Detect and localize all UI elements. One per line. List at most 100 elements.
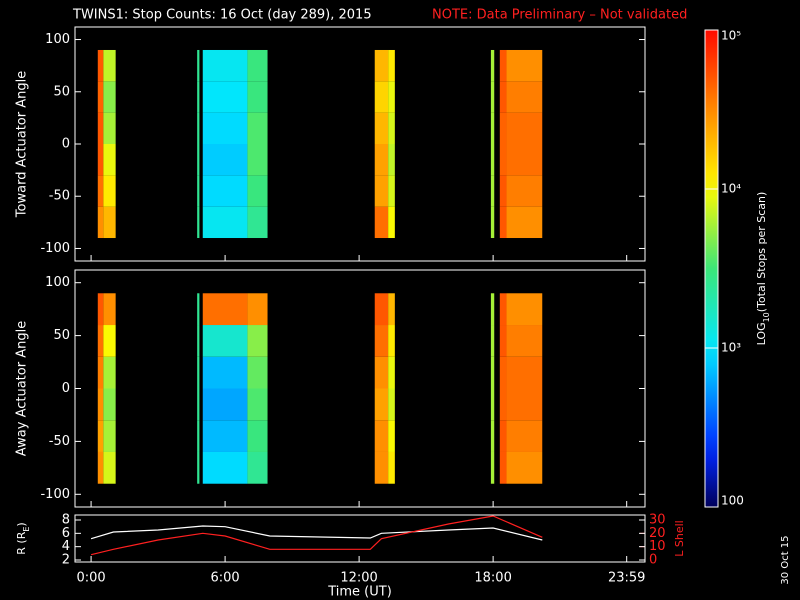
heat-cell <box>247 451 268 484</box>
heat-cell <box>247 112 268 144</box>
heat-cell <box>490 49 495 82</box>
panel-frame <box>74 26 646 262</box>
y-axis-label: Toward Actuator Angle <box>15 71 30 218</box>
heat-cell <box>499 49 507 82</box>
heat-cell <box>490 144 495 176</box>
heat-cell <box>103 81 116 113</box>
y-tick-label: -50 <box>49 434 70 449</box>
heat-cell <box>97 356 104 389</box>
heat-cell <box>197 206 200 239</box>
y-tick-label: 0 <box>62 137 70 152</box>
clip-group <box>90 515 543 556</box>
y-axis-label: Away Actuator Angle <box>15 321 30 456</box>
heat-cell <box>499 112 507 144</box>
heat-cell <box>103 144 116 176</box>
heat-cell <box>202 451 248 484</box>
y-tick-label: 0 <box>62 381 70 396</box>
line <box>90 515 543 556</box>
heat-cell <box>506 356 543 389</box>
y-tick-label: 4 <box>62 539 70 554</box>
heat-cell <box>388 144 395 176</box>
heat-cell <box>197 420 200 452</box>
heat-cell <box>202 144 248 176</box>
heat-cell <box>103 175 116 207</box>
heat-cell <box>506 388 543 421</box>
y-tick-label: 100 <box>45 32 70 47</box>
heat-cell <box>202 206 248 239</box>
heat-cell <box>490 175 495 207</box>
heat-cell <box>374 388 389 421</box>
heat-cell <box>506 175 543 207</box>
heat-cell <box>374 206 389 239</box>
heat-cell <box>97 293 104 326</box>
heat-cell <box>197 144 200 176</box>
heat-cell <box>374 293 389 326</box>
heat-cell <box>97 81 104 113</box>
y2-tick-label: 0 <box>649 553 657 568</box>
heat-cell <box>103 112 116 144</box>
heat-cell <box>97 144 104 176</box>
heat-cell <box>197 81 200 113</box>
heat-cell <box>247 325 268 357</box>
heat-cell <box>388 420 395 452</box>
colorbar <box>704 29 719 508</box>
heat-cell <box>103 293 116 326</box>
heat-cell <box>374 175 389 207</box>
heat-cell <box>247 49 268 82</box>
heat-cell <box>388 49 395 82</box>
colorbar-label-part: 10 <box>762 312 771 322</box>
heat-cell <box>103 388 116 421</box>
heat-cell <box>506 293 543 326</box>
heat-cell <box>388 388 395 421</box>
heat-cell <box>490 81 495 113</box>
y-tick-label: -100 <box>40 487 70 502</box>
y-tick-label: 50 <box>53 328 70 343</box>
heat-cell <box>388 81 395 113</box>
heat-cell <box>197 325 200 357</box>
y-tick-label: 100 <box>45 275 70 290</box>
heat-cell <box>499 81 507 113</box>
heat-cell <box>202 49 248 82</box>
y2-tick-label: 30 <box>649 513 666 528</box>
heat-cell <box>197 388 200 421</box>
colorbar-tick-label: 10⁴ <box>721 182 741 196</box>
heat-cell <box>103 49 116 82</box>
heat-cell <box>247 420 268 452</box>
heat-cell <box>374 451 389 484</box>
heat-cell <box>103 420 116 452</box>
date-stamp: 30 Oct 15 <box>780 535 791 584</box>
heat-cell <box>388 451 395 484</box>
heat-cell <box>103 451 116 484</box>
heat-cell <box>490 451 495 484</box>
heat-cell <box>197 451 200 484</box>
heat-cell <box>506 81 543 113</box>
heat-cell <box>97 420 104 452</box>
clip-group <box>90 525 543 541</box>
heat-cell <box>202 293 248 326</box>
y2-tick-label: 10 <box>649 539 666 554</box>
colorbar-label: LOG10(Total Stops per Scan) <box>755 192 771 346</box>
heat-cell <box>97 49 104 82</box>
heat-cell <box>197 175 200 207</box>
colorbar-tick-label: 10³ <box>721 341 741 355</box>
heat-cell <box>506 49 543 82</box>
heat-cell <box>97 451 104 484</box>
x-axis-label: Time (UT) <box>327 585 392 600</box>
heat-cell <box>197 293 200 326</box>
heat-cell <box>490 388 495 421</box>
heat-cell <box>202 388 248 421</box>
heat-cell <box>374 356 389 389</box>
heat-cell <box>202 356 248 389</box>
heat-cell <box>388 325 395 357</box>
heat-cell <box>247 144 268 176</box>
x-tick-label: 0:00 <box>76 571 105 586</box>
y-tick-label: 50 <box>53 84 70 99</box>
heat-cell <box>103 206 116 239</box>
x-tick-label: 12:00 <box>340 571 377 586</box>
heat-cell <box>247 206 268 239</box>
y-axis-label-part: ) <box>15 522 28 526</box>
heat-cell <box>103 356 116 389</box>
heat-cell <box>202 175 248 207</box>
